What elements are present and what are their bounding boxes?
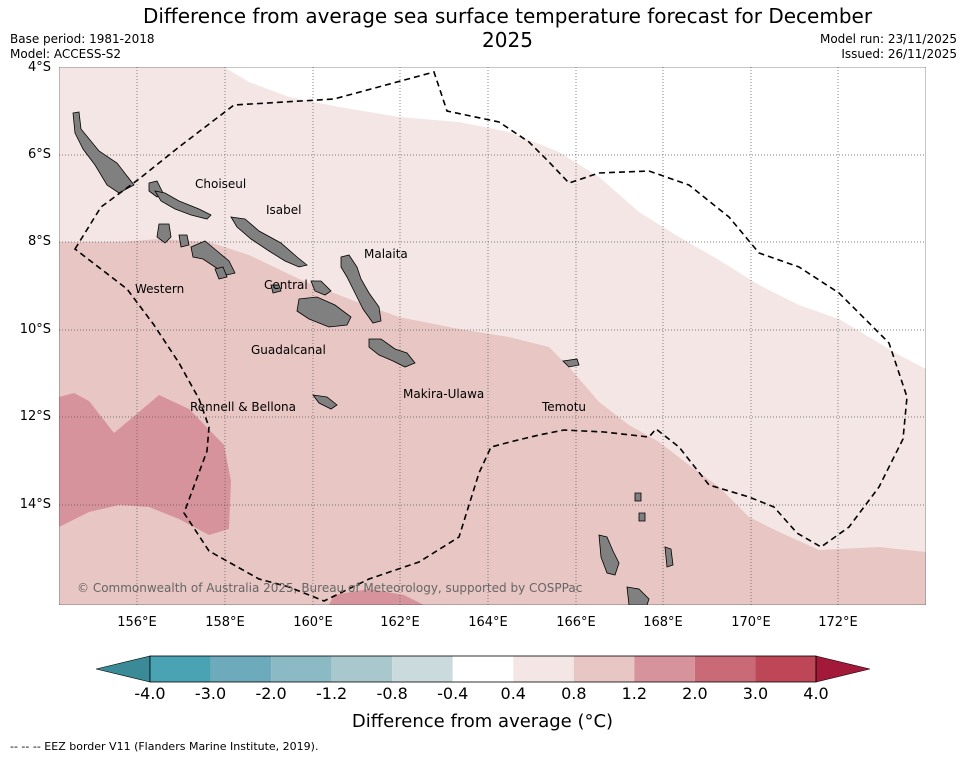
colorbar-cell (513, 656, 574, 682)
colorbar (96, 655, 870, 683)
model-name: Model: ACCESS-S2 (10, 47, 122, 61)
label-malaita: Malaita (364, 247, 408, 261)
colorbar-arrow-high (815, 655, 870, 683)
colorbar-tick-label: -2.0 (255, 684, 287, 703)
colorbar-tick-label: 1.2 (621, 684, 648, 703)
colorbar-label: Difference from average (°C) (351, 711, 614, 732)
island-savo (270, 284, 282, 294)
colorbar-cell (634, 656, 695, 682)
island-malaita (340, 254, 382, 324)
anomaly-zone-0-8-1-2 (59, 239, 926, 605)
lon-label-162e: 162°E (380, 615, 420, 630)
island-rendova (214, 266, 228, 280)
colorbar-tick-label: 2.0 (682, 684, 708, 703)
island-kolombangara (178, 234, 190, 248)
colorbar-cell (150, 656, 211, 682)
island-vanuatu-3 (664, 546, 674, 568)
meta-left: Base period: 1981-2018 Model: ACCESS-S2 (10, 32, 155, 62)
lon-label-168e: 168°E (643, 615, 683, 630)
anomaly-zone-1-2-2-0 (59, 393, 231, 535)
label-guadalcanal: Guadalcanal (251, 343, 326, 357)
lat-label-14s: 14°S (19, 497, 51, 512)
colorbar-tick-label: 0.4 (500, 684, 526, 703)
colorbar-tick-label: -4.0 (134, 684, 166, 703)
colorbar-frame (149, 655, 817, 683)
colorbar-tick-label: -0.4 (437, 684, 469, 703)
lat-label-12s: 12°S (19, 409, 51, 424)
island-small-2 (638, 512, 646, 522)
colorbar-tick-label: -1.2 (316, 684, 348, 703)
colorbar-tick-label: -0.8 (376, 684, 408, 703)
island-isabel-east (230, 216, 308, 268)
copyright-notice: © Commonwealth of Australia 2025, Bureau… (77, 581, 582, 595)
colorbar-cell (392, 656, 453, 682)
lon-label-160e: 160°E (293, 615, 333, 630)
colorbar-cell (210, 656, 272, 682)
colorbar-cell (573, 656, 635, 682)
meta-right: Model run: 23/11/2025 Issued: 26/11/2025 (820, 32, 957, 62)
colorbar-tick-label: 0.8 (561, 684, 587, 703)
label-central: Central (264, 278, 308, 292)
land-masses (72, 111, 674, 605)
chart-title: Difference from average sea surface temp… (142, 4, 873, 52)
island-makira (368, 338, 416, 368)
colorbar-cell (694, 656, 756, 682)
island-guadalcanal (296, 296, 352, 328)
label-western: Western (135, 282, 184, 296)
colorbar-cell (755, 656, 816, 682)
anomaly-zone-near-zero (224, 67, 926, 369)
lon-label-172e: 172°E (818, 615, 858, 630)
island-small-1 (634, 492, 642, 502)
colorbar-tick-label: -3.0 (194, 684, 227, 703)
colorbar-cell (271, 656, 332, 682)
base-period: Base period: 1981-2018 (10, 32, 155, 46)
lat-label-8s: 8°S (27, 234, 51, 249)
colorbar-arrow-low (96, 655, 151, 683)
island-rennell (312, 394, 338, 410)
label-makira-ulawa: Makira-Ulawa (403, 387, 484, 401)
island-isabel (154, 190, 212, 220)
lat-label-4s: 4°S (27, 60, 51, 75)
eez-footnote: -- -- -- EEZ border V11 (Flanders Marine… (10, 740, 319, 753)
lon-label-164e: 164°E (468, 615, 508, 630)
colorbar-tick-label: 4.0 (803, 684, 829, 703)
eez-border (73, 71, 908, 602)
island-vanuatu-north (598, 534, 620, 576)
label-rennell-bellona: Rennell & Bellona (190, 400, 296, 414)
island-vanuatu-2 (626, 586, 650, 605)
sst-map: Choiseul Isabel Malaita Western Central … (59, 67, 926, 605)
colorbar-tick-label: 3.0 (742, 684, 769, 703)
label-temotu: Temotu (541, 400, 586, 414)
lon-label-170e: 170°E (731, 615, 771, 630)
island-florida (310, 280, 332, 296)
lon-label-166e: 166°E (556, 615, 596, 630)
lon-label-156e: 156°E (117, 615, 157, 630)
label-choiseul: Choiseul (195, 177, 246, 191)
colorbar-cell (331, 656, 393, 682)
island-new-georgia-main (190, 240, 236, 276)
island-new-georgia (156, 223, 172, 244)
model-run: Model run: 23/11/2025 (819, 32, 957, 46)
island-santa-cruz (562, 358, 580, 368)
lon-label-158e: 158°E (205, 615, 245, 630)
lat-label-10s: 10°S (19, 322, 51, 337)
colorbar-cell (452, 656, 514, 682)
issued-date: Issued: 26/11/2025 (841, 47, 957, 61)
lat-label-6s: 6°S (27, 147, 51, 162)
label-isabel: Isabel (266, 203, 301, 217)
